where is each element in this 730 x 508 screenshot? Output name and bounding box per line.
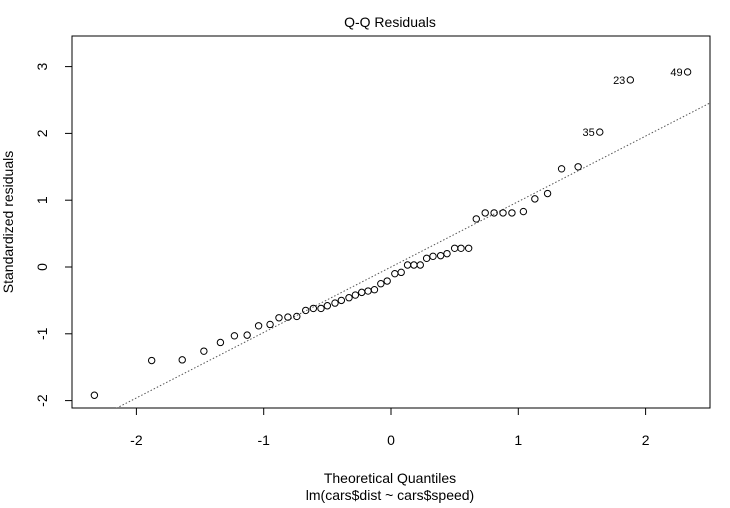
y-tick-label: 3 [34, 62, 50, 70]
x-axis-label: Theoretical Quantiles [324, 470, 456, 486]
data-point [543, 189, 552, 198]
data-point [302, 306, 310, 315]
data-point [626, 76, 635, 84]
data-point [370, 286, 379, 294]
data-point [490, 209, 498, 217]
data-point [443, 249, 451, 258]
data-point [472, 215, 480, 223]
data-point [397, 268, 405, 277]
data-point [416, 261, 424, 269]
points-layer: 35 23 49 [90, 67, 692, 399]
data-point [90, 391, 99, 399]
y-tick-label: 2 [34, 129, 50, 137]
x-tick-label: 1 [514, 432, 522, 448]
x-tick-label: -2 [130, 432, 143, 448]
y-tick-label: 1 [34, 196, 50, 204]
point-label: 23 [613, 75, 625, 87]
data-point [266, 320, 274, 329]
data-point [481, 209, 489, 217]
x-tick-label: -1 [257, 432, 270, 448]
data-point [429, 252, 437, 261]
data-point [596, 128, 604, 136]
data-point [309, 304, 318, 313]
data-point [377, 280, 385, 288]
chart-title: Q-Q Residuals [344, 14, 436, 30]
point-label: 49 [670, 67, 682, 79]
data-point [345, 294, 353, 302]
data-point [508, 209, 516, 217]
data-point [383, 277, 391, 285]
data-point [317, 304, 325, 313]
data-point [337, 296, 346, 305]
x-axis-sublabel: lm(cars$dist ~ cars$speed) [306, 487, 474, 503]
data-point [254, 322, 263, 330]
data-point [147, 356, 156, 365]
y-tick-label: -1 [34, 327, 50, 340]
data-point [519, 207, 528, 216]
data-point [464, 244, 473, 252]
x-axis: -2 -1 0 1 2 [130, 408, 650, 448]
data-point [243, 331, 251, 339]
data-point [422, 254, 431, 263]
data-point [293, 312, 301, 321]
data-point [436, 251, 445, 260]
data-point [557, 165, 566, 173]
data-point [323, 302, 332, 310]
data-point [574, 163, 582, 171]
data-point [275, 314, 283, 322]
y-tick-label: 0 [34, 263, 50, 271]
data-point [200, 347, 208, 355]
y-axis: -2 -1 0 1 2 3 [34, 62, 72, 407]
data-point [683, 68, 692, 76]
x-tick-label: 2 [642, 432, 650, 448]
qq-reference-line [115, 102, 710, 408]
data-point [178, 356, 186, 364]
y-tick-label: -2 [34, 394, 50, 407]
data-point [216, 338, 225, 347]
data-point [351, 291, 360, 299]
data-point [230, 332, 239, 340]
x-tick-label: 0 [387, 432, 395, 448]
data-point [531, 195, 539, 203]
data-point [331, 299, 339, 307]
y-axis-label: Standardized residuals [0, 151, 16, 293]
data-point [499, 209, 507, 217]
data-point [284, 313, 292, 321]
reference-line-layer [115, 102, 710, 408]
point-label: 35 [583, 127, 595, 139]
data-point [457, 244, 465, 252]
